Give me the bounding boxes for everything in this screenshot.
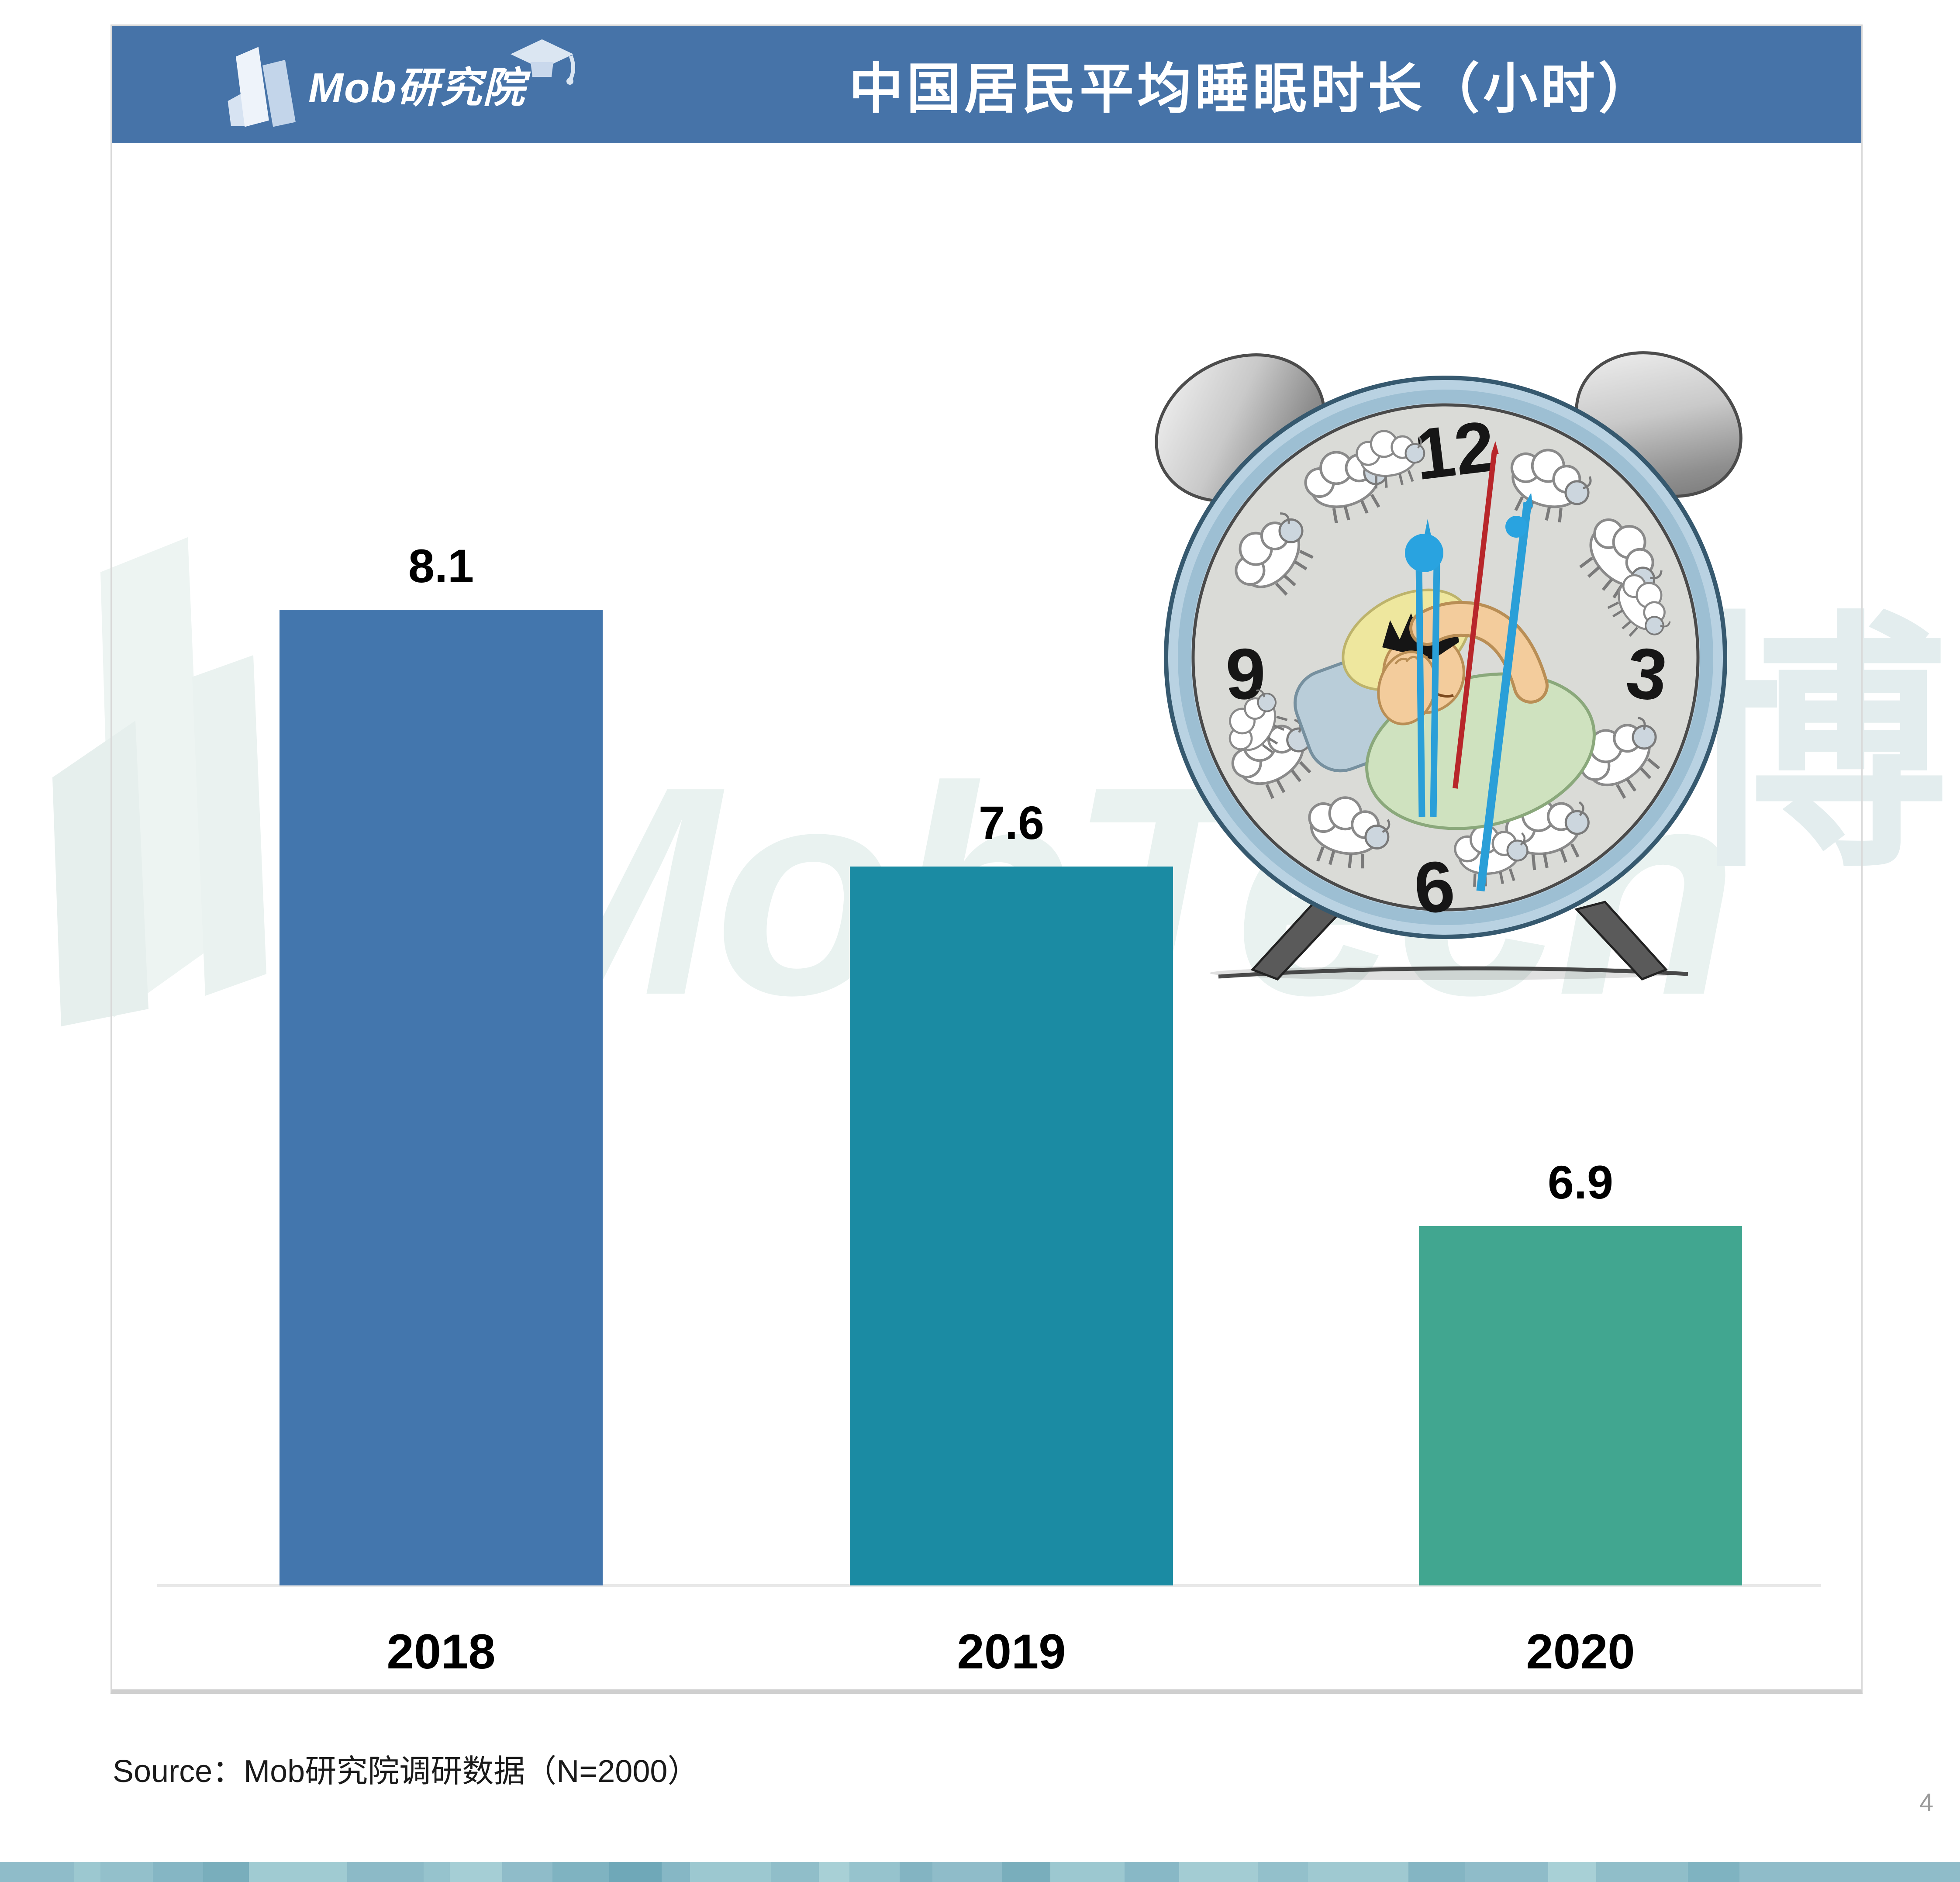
bottom-strip: [0, 1862, 1960, 1882]
strip-segment: [1179, 1862, 1258, 1882]
strip-segment: [771, 1862, 819, 1882]
clock-number-3: 3: [1622, 632, 1672, 716]
page-title: 中国居民平均睡眠时长（小时）: [849, 59, 1656, 119]
second-hand: [1453, 450, 1497, 789]
header-bar: Mob研究院 中国居民平均睡眠时长（小时）: [110, 24, 1863, 143]
strip-segment: [932, 1862, 1002, 1882]
strip-segment: [450, 1862, 502, 1882]
strip-segment: [849, 1862, 900, 1882]
strip-segment: [74, 1862, 100, 1882]
clock-leg-right: [1574, 901, 1668, 981]
strip-segment: [100, 1862, 153, 1882]
source-note: Source：Mob研究院调研数据（N=2000）: [113, 1754, 699, 1789]
graduation-cap-icon: [511, 39, 576, 85]
strip-segment: [1050, 1862, 1125, 1882]
logo-text: Mob研究院: [308, 64, 526, 111]
strip-segment: [153, 1862, 203, 1882]
strip-segment: [424, 1862, 450, 1882]
strip-segment: [900, 1862, 932, 1882]
alarm-clock-illustration: 12 3 6 9: [1155, 351, 1743, 981]
strip-segment: [1308, 1862, 1408, 1882]
strip-segment: [203, 1862, 249, 1882]
strip-segment: [662, 1862, 690, 1882]
strip-segment: [347, 1862, 424, 1882]
minute-hand: [1476, 501, 1532, 892]
strip-segment: [690, 1862, 771, 1882]
clock-number-6: 6: [1410, 845, 1458, 929]
building-icon: [228, 47, 296, 127]
strip-segment: [1408, 1862, 1465, 1882]
strip-segment: [1002, 1862, 1050, 1882]
clock-hands: [1405, 441, 1533, 892]
strip-segment: [609, 1862, 662, 1882]
strip-segment: [1739, 1862, 1960, 1882]
strip-segment: [249, 1862, 347, 1882]
strip-segment: [1548, 1862, 1596, 1882]
strip-segment: [552, 1862, 609, 1882]
strip-segment: [1258, 1862, 1308, 1882]
strip-segment: [1596, 1862, 1688, 1882]
strip-segment: [502, 1862, 552, 1882]
x-axis-line: [157, 1584, 1821, 1587]
strip-segment: [1688, 1862, 1739, 1882]
arm: [1412, 604, 1546, 701]
logo: Mob研究院: [220, 24, 576, 143]
hour-hand: [1415, 563, 1440, 817]
strip-segment: [819, 1862, 849, 1882]
strip-segment: [0, 1862, 74, 1882]
clock-number-12: 12: [1410, 406, 1500, 495]
page-number: 4: [1919, 1789, 1934, 1817]
strip-segment: [1465, 1862, 1548, 1882]
strip-segment: [1125, 1862, 1179, 1882]
